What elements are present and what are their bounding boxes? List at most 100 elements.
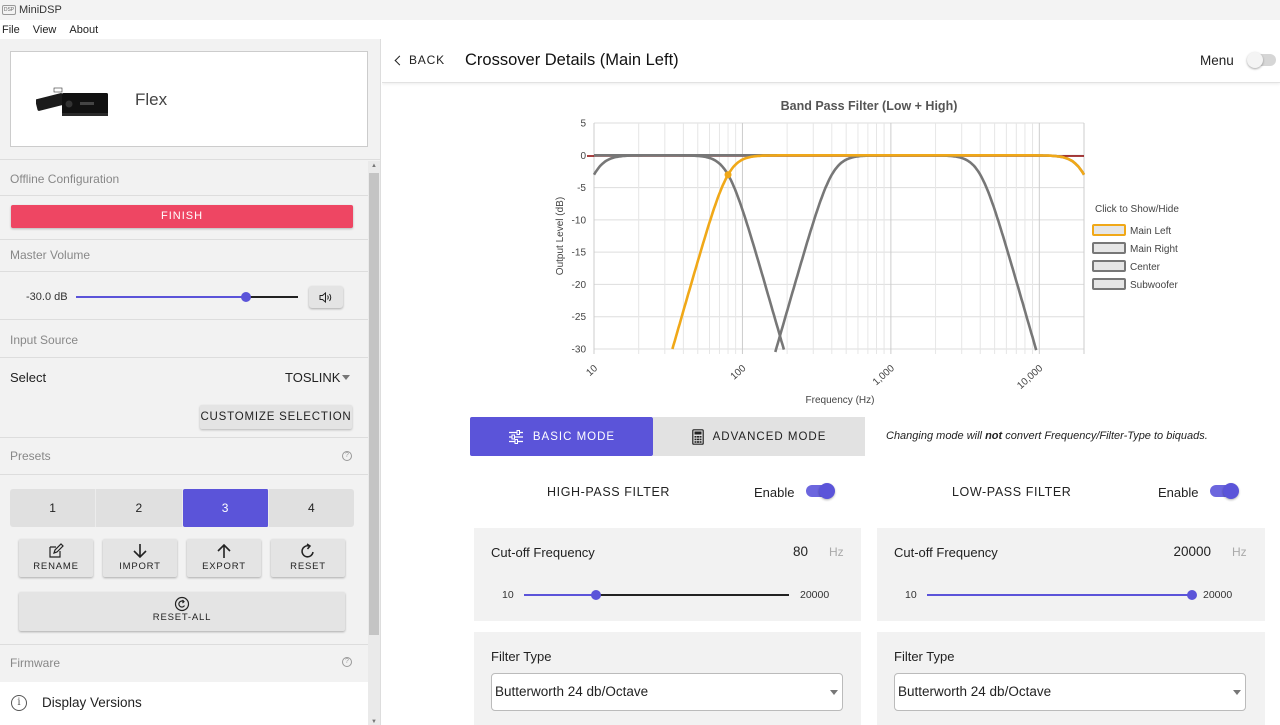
preset-button-1[interactable]: 1	[10, 489, 97, 527]
chart-grid	[593, 122, 1085, 354]
y-tick-label: -30	[572, 345, 587, 356]
y-tick-label: -20	[572, 280, 587, 291]
high-pass-cutoff-value[interactable]: 80	[792, 544, 808, 559]
help-icon[interactable]: ?	[342, 657, 352, 667]
cutoff-label: Cut-off Frequency	[491, 545, 595, 560]
crossover-chart: Band Pass Filter (Low + High) 5 0 -5 -10 -15…	[555, 99, 1179, 406]
sidebar: Flex ▲ ▼ Offline Configuration FINISH Ma…	[0, 39, 381, 725]
chart-x-ticks: 10 100 1,000 10,000	[584, 363, 1045, 392]
toggle-knob	[1247, 52, 1263, 68]
basic-mode-button[interactable]: BASIC MODE	[470, 417, 653, 456]
volume-slider-fill	[76, 296, 246, 298]
low-pass-cutoff-slider[interactable]	[927, 590, 1197, 600]
x-axis-label: Frequency (Hz)	[806, 395, 875, 406]
window-titlebar: DSP MiniDSP	[0, 0, 1280, 20]
export-label: EXPORT	[202, 561, 246, 572]
advanced-mode-label: ADVANCED MODE	[712, 430, 827, 443]
slider-max: 20000	[800, 589, 830, 601]
input-source-select[interactable]: TOSLINK	[285, 370, 341, 385]
chevron-down-icon	[1233, 690, 1241, 695]
arrow-up-icon	[217, 543, 231, 558]
speaker-icon	[319, 291, 332, 303]
low-pass-filter-type-panel: Filter Type Butterworth 24 db/Octave	[877, 632, 1265, 725]
mode-note-emphasis: not	[985, 430, 1003, 442]
mute-button[interactable]	[309, 286, 343, 308]
back-label: BACK	[409, 53, 445, 67]
chart-title: Band Pass Filter (Low + High)	[781, 99, 958, 113]
high-pass-cutoff-slider[interactable]	[524, 590, 789, 600]
volume-slider-handle[interactable]	[240, 292, 251, 302]
legend-swatch[interactable]	[1092, 242, 1126, 254]
export-button[interactable]: EXPORT	[187, 539, 261, 577]
divider	[0, 239, 368, 240]
reset-button[interactable]: RESET	[271, 539, 345, 577]
slider-handle[interactable]	[591, 590, 602, 600]
legend-swatch[interactable]	[1092, 278, 1126, 290]
display-versions-item[interactable]: i Display Versions	[0, 682, 368, 725]
legend-label[interactable]: Main Right	[1130, 244, 1178, 255]
low-pass-enable-label: Enable	[1158, 485, 1199, 500]
chevron-down-icon[interactable]	[342, 375, 350, 380]
menu-toggle[interactable]	[1247, 52, 1276, 68]
finish-button[interactable]: FINISH	[11, 205, 353, 228]
menu-file[interactable]: File	[2, 23, 20, 36]
y-tick-label: -25	[572, 312, 587, 323]
preset-button-4[interactable]: 4	[268, 489, 354, 527]
slider-handle[interactable]	[1187, 590, 1197, 600]
high-pass-filter-type-select[interactable]: Butterworth 24 db/Octave	[491, 673, 843, 711]
divider	[0, 271, 368, 272]
app-logo-icon: DSP	[2, 5, 16, 15]
device-image	[36, 87, 108, 116]
info-icon: i	[11, 695, 27, 711]
preset-button-3[interactable]: 3	[182, 489, 269, 527]
scroll-down-icon[interactable]: ▼	[371, 719, 377, 725]
offline-config-label: Offline Configuration	[10, 172, 120, 186]
advanced-mode-button[interactable]: ADVANCED MODE	[653, 417, 865, 456]
scrollbar-thumb[interactable]	[369, 173, 379, 635]
sidebar-scrollbar[interactable]: ▲ ▼	[368, 161, 380, 725]
low-pass-enable-toggle[interactable]	[1210, 483, 1239, 499]
legend-swatch[interactable]	[1092, 224, 1126, 236]
rename-button[interactable]: RENAME	[19, 539, 93, 577]
legend-label[interactable]: Center	[1130, 262, 1161, 273]
cutoff-label: Cut-off Frequency	[894, 545, 998, 560]
preset-button-2[interactable]: 2	[96, 489, 183, 527]
chart-y-ticks: 5 0 -5 -10 -15 -20 -25 -30	[572, 119, 587, 356]
y-tick-label: -15	[572, 248, 587, 259]
x-tick-label: 100	[729, 363, 749, 383]
high-pass-enable-label: Enable	[754, 485, 795, 500]
volume-value: -30.0 dB	[26, 291, 68, 303]
series-line-center	[774, 154, 1038, 353]
customize-selection-button[interactable]: CUSTOMIZE SELECTION	[200, 405, 352, 429]
menubar: File View About	[0, 20, 1280, 39]
filter-type-value: Butterworth 24 db/Octave	[898, 684, 1052, 699]
divider	[0, 357, 368, 358]
slider-min: 10	[502, 589, 514, 601]
legend-swatch[interactable]	[1092, 260, 1126, 272]
presets-label: Presets	[10, 449, 51, 463]
main-panel: BACK Crossover Details (Main Left) Menu …	[382, 39, 1280, 725]
volume-slider[interactable]	[76, 292, 298, 302]
high-pass-enable-toggle[interactable]	[806, 483, 835, 499]
device-card[interactable]: Flex	[10, 51, 368, 147]
series-line-main-left	[671, 154, 1086, 350]
back-button[interactable]: BACK	[394, 53, 445, 67]
reset-all-button[interactable]: RESET-ALL	[19, 592, 345, 631]
mode-note-text: convert Frequency/Filter-Type to biquads…	[1002, 430, 1208, 442]
mode-note-text: Changing mode will	[886, 430, 986, 442]
device-name: Flex	[135, 90, 168, 109]
edit-icon	[49, 543, 64, 558]
menu-view[interactable]: View	[32, 23, 57, 36]
low-pass-filter-type-select[interactable]: Butterworth 24 db/Octave	[894, 673, 1246, 711]
scroll-up-icon[interactable]: ▲	[371, 163, 377, 169]
help-icon[interactable]: ?	[342, 451, 352, 461]
legend-label[interactable]: Subwoofer	[1130, 280, 1178, 291]
slider-fill	[524, 594, 597, 596]
legend-label[interactable]: Main Left	[1130, 226, 1171, 237]
master-volume-label: Master Volume	[10, 248, 91, 262]
low-pass-cutoff-value[interactable]: 20000	[1173, 544, 1211, 559]
menu-about[interactable]: About	[69, 23, 99, 36]
chart-curves	[592, 154, 1086, 353]
import-button[interactable]: IMPORT	[103, 539, 177, 577]
divider	[0, 437, 368, 438]
